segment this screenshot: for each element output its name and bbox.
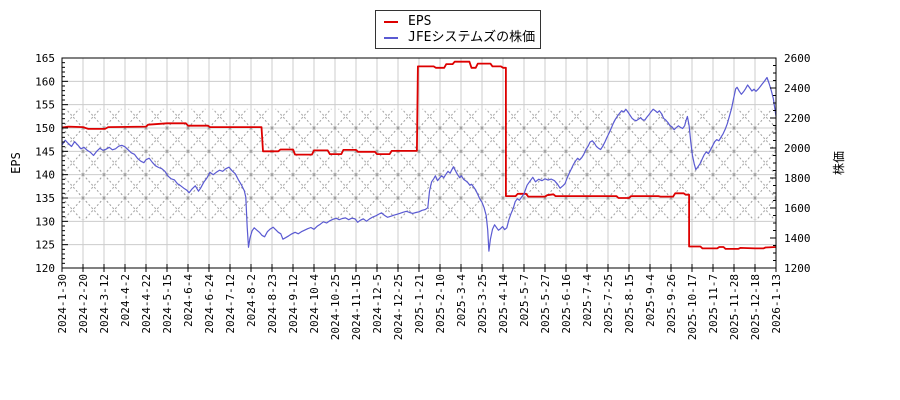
x-axis-tick-label: 2024-5-15: [161, 274, 174, 334]
stock-price-line-series: [61, 76, 777, 252]
x-axis-tick-label: 2024-12-5: [371, 274, 384, 334]
right-axis-tick-label: 1800: [784, 172, 811, 185]
x-axis-tick-label: 2024-3-12: [98, 274, 111, 334]
legend-label-eps: EPS: [408, 14, 432, 29]
right-axis-tick-label: 1600: [784, 202, 811, 215]
x-axis-tick-label: 2025-8-15: [623, 274, 636, 334]
x-axis-tick-label: 2025-1-21: [413, 274, 426, 334]
left-axis-tick-label: 145: [35, 145, 55, 158]
left-axis-title: EPS: [9, 152, 23, 174]
chart-legend: EPS JFEシステムズの株価: [375, 10, 541, 49]
x-axis-tick-label: 2024-8-23: [266, 274, 279, 334]
left-axis-tick-label: 160: [35, 75, 55, 88]
right-axis-tick-label: 1200: [784, 262, 811, 275]
x-axis-tick-label: 2025-4-14: [497, 274, 510, 334]
right-axis-tick-label: 2600: [784, 52, 811, 65]
x-axis-tick-label: 2025-7-4: [581, 274, 594, 327]
x-axis-tick-label: 2024-4-22: [140, 274, 153, 334]
x-axis-tick-label: 2025-9-4: [644, 274, 657, 327]
x-axis-tick-label: 2025-6-16: [560, 274, 573, 334]
right-axis-tick-label: 2200: [784, 112, 811, 125]
x-axis-tick-label: 2024-4-2: [119, 274, 132, 327]
left-axis-tick-label: 125: [35, 239, 55, 252]
x-axis-tick-label: 2025-11-28: [728, 274, 741, 340]
left-axis-tick-label: 150: [35, 122, 55, 135]
hatch-band: [62, 108, 776, 220]
x-axis-tick-label: 2025-11-7: [707, 274, 720, 334]
legend-item-stock-price: JFEシステムズの株価: [376, 30, 540, 46]
eps-line-swatch-icon: [384, 21, 398, 23]
x-axis-tick-label: 2024-2-20: [77, 274, 90, 334]
axis-ticks: [61, 57, 777, 272]
right-axis-tick-label: 2000: [784, 142, 811, 155]
stock-line-swatch-icon: [384, 37, 398, 39]
x-axis-tick-label: 2025-9-26: [665, 274, 678, 334]
x-axis-tick-label: 2024-6-4: [182, 274, 195, 327]
x-axis-tick-label: 2024-10-25: [329, 274, 342, 340]
x-axis-tick-label: 2025-10-17: [686, 274, 699, 340]
x-axis-tick-label: 2025-5-27: [539, 274, 552, 334]
x-axis-tick-label: 2024-6-24: [203, 274, 216, 334]
x-axis-tick-label: 2025-5-7: [518, 274, 531, 327]
left-axis-tick-label: 165: [35, 52, 55, 65]
x-axis-tick-label: 2025-2-10: [434, 274, 447, 334]
right-axis-tick-label: 2400: [784, 82, 811, 95]
x-axis-tick-label: 2024-7-12: [224, 274, 237, 334]
x-axis-tick-label: 2025-7-25: [602, 274, 615, 334]
right-axis-tick-label: 1400: [784, 232, 811, 245]
x-axis-tick-label: 2024-10-4: [308, 274, 321, 334]
eps-line-series: [61, 60, 777, 250]
x-axis-tick-label: 2024-9-12: [287, 274, 300, 334]
left-axis-tick-label: 135: [35, 192, 55, 205]
x-axis-tick-label: 2025-12-18: [749, 274, 762, 340]
left-axis-tick-label: 130: [35, 215, 55, 228]
x-axis-tick-label: 2024-8-2: [245, 274, 258, 327]
x-axis-tick-label: 2024-1-30: [56, 274, 69, 334]
right-axis-title: 株価: [831, 151, 846, 175]
left-axis-tick-label: 140: [35, 169, 55, 182]
x-axis-tick-label: 2024-11-15: [350, 274, 363, 340]
left-axis-tick-label: 120: [35, 262, 55, 275]
x-axis-tick-label: 2024-12-25: [392, 274, 405, 340]
legend-item-eps: EPS: [376, 14, 540, 30]
legend-label-stock-price: JFEシステムズの株価: [408, 30, 536, 45]
x-axis-tick-label: 2025-3-25: [476, 274, 489, 334]
left-axis-tick-label: 155: [35, 99, 55, 112]
x-axis-tick-label: 2025-3-4: [455, 274, 468, 327]
x-axis-tick-label: 2026-1-13: [770, 274, 783, 334]
